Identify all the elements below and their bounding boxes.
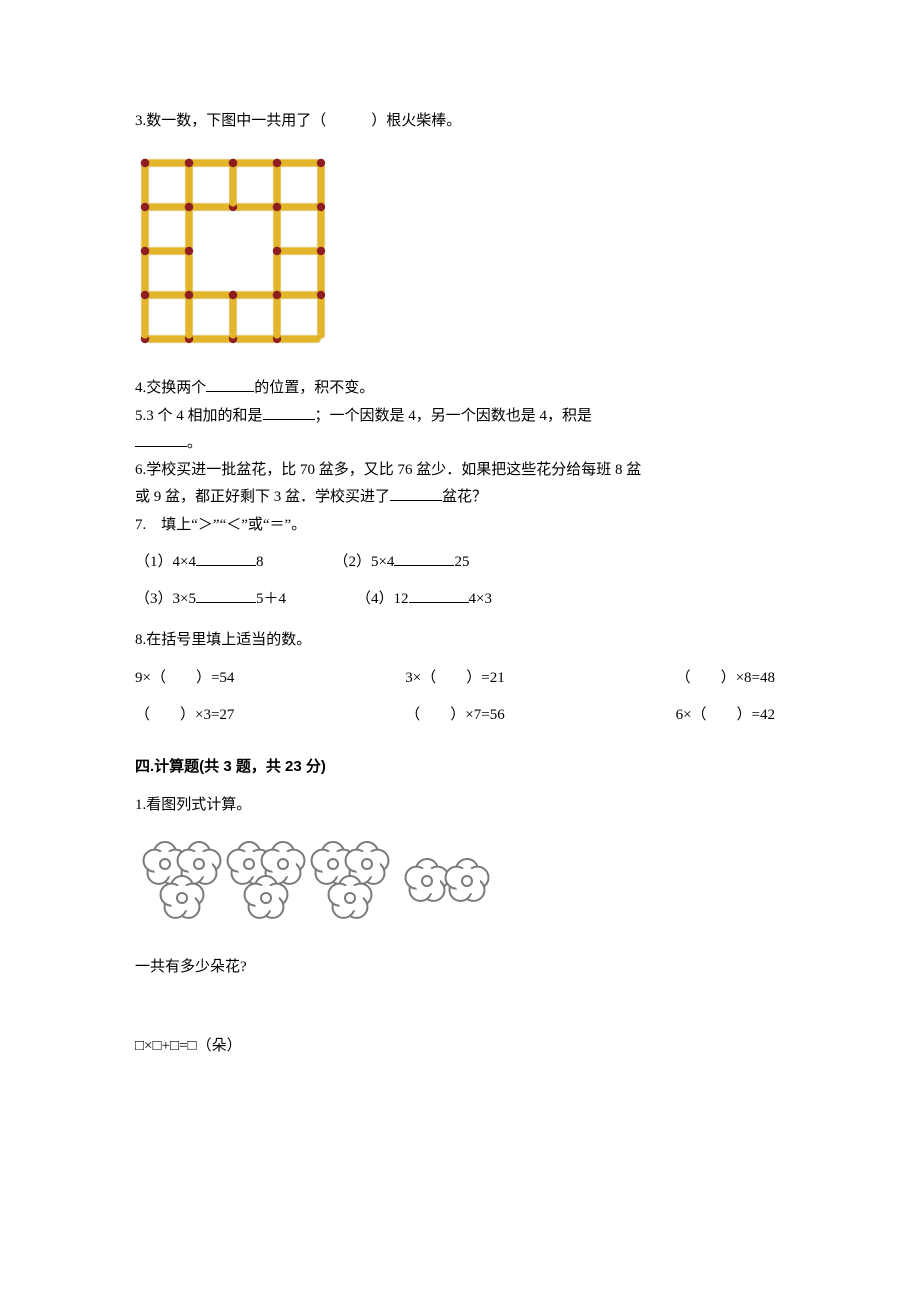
q6-line2-pre: 或 9 盆，都正好剩下 3 盆．学校买进了 bbox=[135, 489, 390, 505]
q7-item: （2）5×425 bbox=[333, 551, 469, 574]
q7-title: 7. 填上“＞”“＜”或“＝”。 bbox=[135, 514, 785, 537]
q7-row: （3）3×55＋4 （4）124×3 bbox=[135, 588, 785, 611]
q7-row: （1）4×48 （2）5×425 bbox=[135, 551, 785, 574]
q5-mid: ；一个因数是 4，另一个因数也是 4，积是 bbox=[315, 408, 593, 424]
q7-blank[interactable] bbox=[409, 589, 469, 604]
c1-title: 1.看图列式计算。 bbox=[135, 794, 785, 817]
q5-pre: 5.3 个 4 相加的和是 bbox=[135, 408, 263, 424]
q7-blank[interactable] bbox=[196, 589, 256, 604]
q4-blank[interactable] bbox=[206, 378, 254, 393]
q4-pre: 4.交换两个 bbox=[135, 380, 206, 396]
q8-r2-b[interactable]: （ ）×7=56 bbox=[405, 704, 504, 727]
q4-post: 的位置，积不变。 bbox=[254, 380, 374, 396]
q8-r2-a[interactable]: （ ）×3=27 bbox=[135, 704, 234, 727]
q8-title: 8.在括号里填上适当的数。 bbox=[135, 629, 785, 652]
q8-r1-a[interactable]: 9×（ ）=54 bbox=[135, 667, 234, 690]
q8-r1-b[interactable]: 3×（ ）=21 bbox=[405, 667, 504, 690]
q7-item: （4）124×3 bbox=[356, 588, 492, 611]
q5-post: 。 bbox=[187, 435, 202, 451]
q6-line2-post: 盆花？ bbox=[442, 489, 487, 505]
q6-line1: 6.学校买进一批盆花，比 70 盆多，又比 76 盆少．如果把这些花分给每班 8… bbox=[135, 459, 785, 482]
q3-text-after: ）根火柴棒。 bbox=[371, 113, 461, 129]
q7-item: （1）4×48 bbox=[135, 551, 263, 574]
q3-paren-blank[interactable] bbox=[326, 113, 371, 129]
q7-blank[interactable] bbox=[196, 551, 256, 566]
q3-text-before: 3.数一数，下图中一共用了（ bbox=[135, 113, 326, 129]
q8-r1-c[interactable]: （ ）×8=48 bbox=[676, 667, 775, 690]
section4-heading: 四.计算题(共 3 题，共 23 分) bbox=[135, 755, 785, 778]
q6-blank[interactable] bbox=[390, 487, 442, 502]
q7-item: （3）3×55＋4 bbox=[135, 588, 286, 611]
q8-r2-c[interactable]: 6×（ ）=42 bbox=[676, 704, 775, 727]
matchsticks-figure bbox=[135, 153, 785, 349]
c1-formula[interactable]: □×□+□=□（朵） bbox=[135, 1035, 785, 1058]
q5-blank-1[interactable] bbox=[263, 405, 315, 420]
c1-question: 一共有多少朵花? bbox=[135, 956, 785, 979]
q5-blank-2[interactable] bbox=[135, 432, 187, 447]
flowers-figure bbox=[135, 836, 785, 926]
q7-blank[interactable] bbox=[394, 551, 454, 566]
